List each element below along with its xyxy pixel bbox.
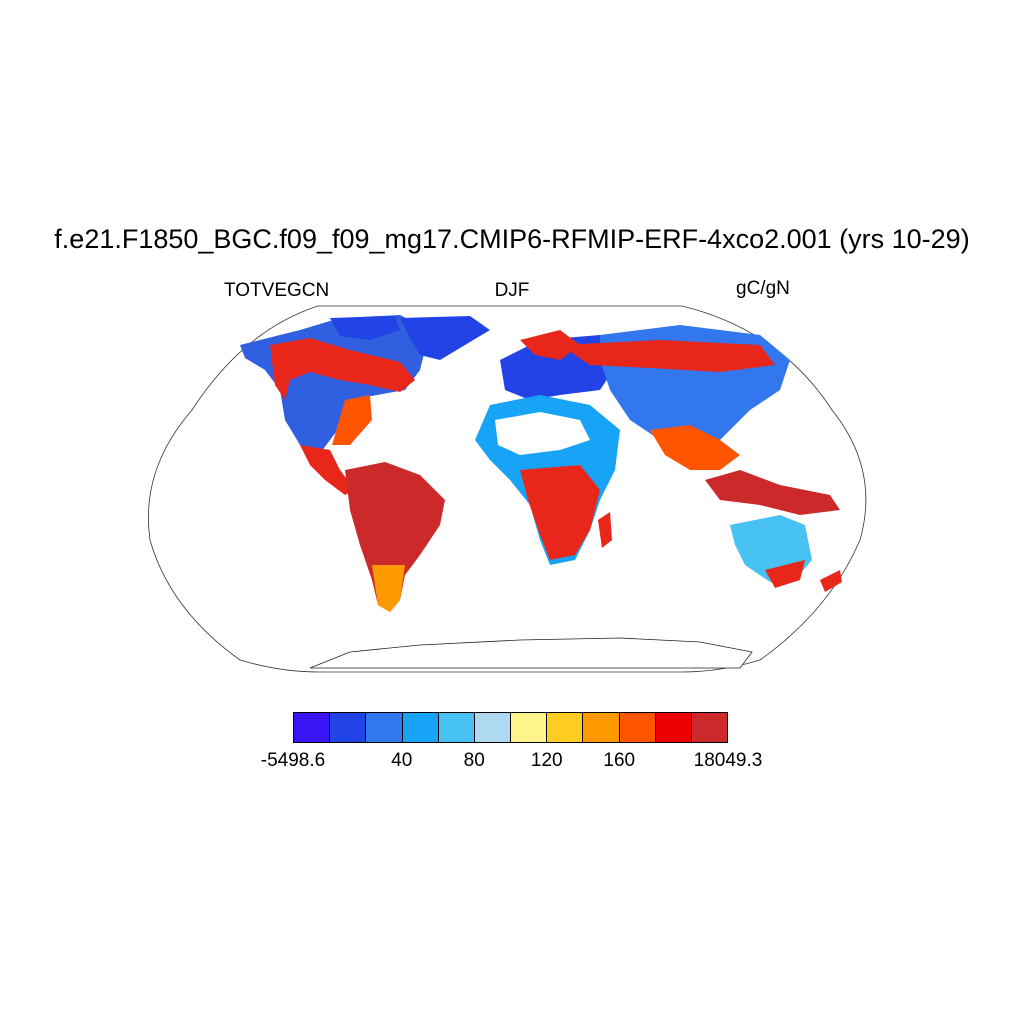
colorbar-label: 80 — [463, 750, 485, 771]
madagascar — [598, 512, 612, 548]
colorbar-label: 40 — [391, 750, 413, 771]
colorbar-swatch-3 — [402, 713, 439, 742]
colorbar-swatch-5 — [474, 713, 512, 742]
colorbar-swatch-4 — [438, 713, 475, 742]
colorbar-swatch-7 — [547, 713, 584, 742]
plot-title: f.e21.F1850_BGC.f09_f09_mg17.CMIP6-RFMIP… — [54, 224, 970, 254]
new-zealand — [820, 570, 842, 592]
south-america — [345, 462, 445, 612]
siberia-band — [560, 340, 775, 372]
north-america-red-band — [270, 338, 415, 400]
central-america — [300, 445, 355, 495]
colorbar-swatch-6 — [511, 713, 548, 742]
colorbar-swatch-9 — [619, 713, 656, 742]
south-america-south — [372, 565, 405, 612]
season-label: DJF — [494, 280, 530, 301]
colorbar — [293, 712, 728, 743]
colorbar-swatch-2 — [366, 713, 403, 742]
greenland — [400, 316, 490, 360]
southeast-asia-islands — [705, 470, 840, 515]
variable-name: TOTVEGCN — [224, 280, 330, 301]
scandinavia — [520, 330, 580, 360]
colorbar-swatch-10 — [655, 713, 692, 742]
colorbar-swatch-0 — [294, 713, 331, 742]
colorbar-swatch-1 — [330, 713, 367, 742]
antarctica — [309, 637, 753, 669]
land-fill-layer — [240, 315, 842, 669]
units-label: gC/gN — [736, 278, 790, 299]
colorbar-swatch-11 — [691, 713, 728, 742]
colorbar-swatch-8 — [583, 713, 620, 742]
colorbar-label: -5498.6 — [260, 750, 326, 771]
north-america-east — [332, 395, 372, 445]
colorbar-label: 120 — [530, 750, 563, 771]
colorbar-label: 18049.3 — [693, 750, 763, 771]
colorbar-labels: -5498.6 40 80 120 160 18049.3 — [0, 750, 1024, 774]
colorbar-label: 160 — [603, 750, 636, 771]
south-asia — [650, 425, 740, 470]
central-africa — [520, 465, 600, 560]
australia-edge — [765, 560, 805, 588]
arctic-islands — [330, 316, 400, 340]
sahara — [495, 412, 590, 455]
